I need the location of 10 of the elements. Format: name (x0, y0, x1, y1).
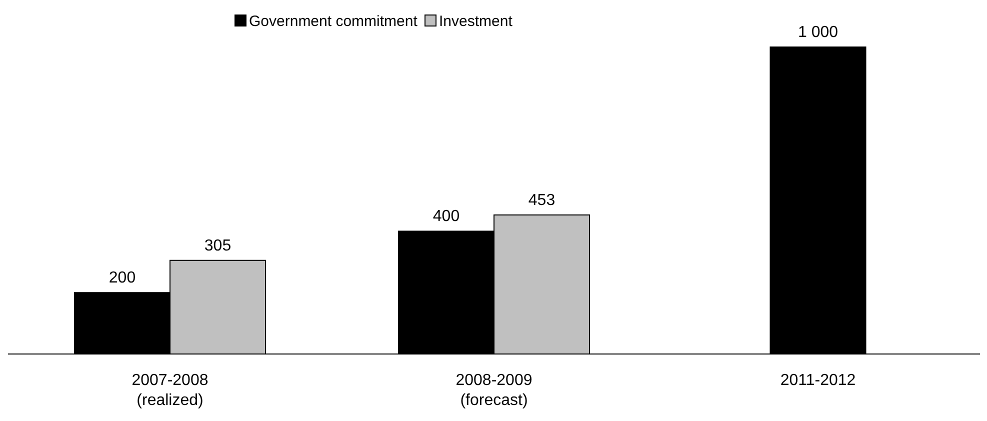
legend-label: Government commitment (249, 13, 418, 30)
x-tick-label: 2011-2012 (780, 372, 856, 389)
data-label: 1 000 (798, 24, 838, 41)
data-label: 453 (528, 192, 556, 209)
data-label: 200 (108, 270, 136, 287)
data-label: 400 (432, 208, 460, 226)
x-tick-label: 2008-2009 (forecast) (456, 372, 532, 409)
x-tick-label: 2007-2008 (realized) (132, 372, 208, 409)
data-label: 305 (204, 237, 232, 254)
legend-label: Investment (439, 13, 514, 30)
